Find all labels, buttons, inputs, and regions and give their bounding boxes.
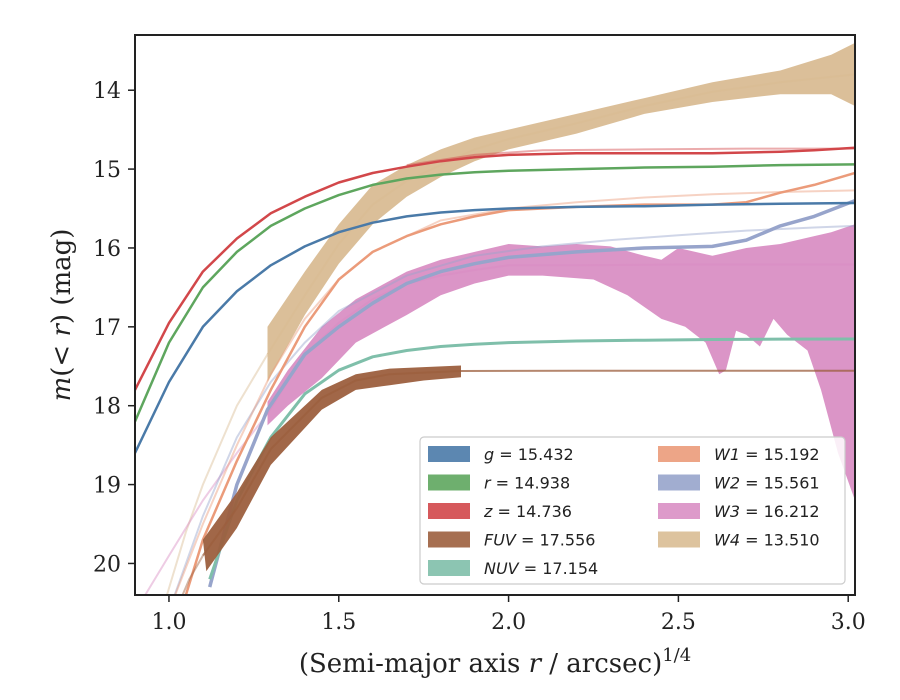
legend-label: z = 14.736 [483,502,572,521]
legend-item-w3: W3 = 16.212 [658,502,820,521]
legend-series-value: = 13.510 [740,531,820,550]
x-axis-label-main: (Semi-major axis [299,649,529,679]
legend-item-g: g = 15.432 [428,445,574,464]
series-w4-faint-line [165,353,269,595]
legend-item-fuv: FUV = 17.556 [428,531,595,550]
y-axis-label-inner: (< [47,337,77,377]
x-tick-label: 1.0 [151,610,186,635]
legend-item-w1: W1 = 15.192 [658,445,820,464]
legend-swatch [428,560,470,576]
legend-series-value: = 15.192 [740,445,820,464]
legend-series-value: = 17.154 [519,559,599,578]
series-fuv [181,365,855,595]
legend-series-name: W2 [714,474,740,493]
series-g-line [135,201,855,454]
legend-series-name: W1 [714,445,740,464]
legend-series-name: g [484,445,494,464]
series-w4-line [266,73,855,355]
series-nuv-line [208,337,855,580]
legend-box [419,436,846,585]
legend-series-value: = 17.556 [516,531,596,550]
series-w1-line [184,171,855,595]
legend-series-value: = 15.561 [740,474,820,493]
y-tick-label: 16 [93,237,121,262]
legend-series-value: = 14.736 [492,502,572,521]
legend-series-value: = 16.212 [740,502,820,521]
x-tick-label: 3.0 [831,610,866,635]
series-w4-band [267,42,855,383]
legend-label: NUV = 17.154 [484,559,598,578]
series-fuv-band [202,365,461,572]
y-tick-label: 18 [93,395,121,420]
y-tick-label: 14 [93,79,121,104]
legend-item-z: z = 14.736 [428,502,572,521]
x-tick-label: 2.0 [491,610,526,635]
y-axis-label-close: ) (mag) [47,229,77,325]
x-axis-label-variable: r [529,649,543,679]
legend-series-name: W3 [714,502,740,521]
y-axis-ticks: 14 15 16 17 18 19 20 [93,79,135,577]
series-g [135,201,855,454]
series-w2-line [208,198,855,588]
series-z-faint-line [406,147,855,167]
legend-label: W4 = 13.510 [714,531,820,550]
x-tick-label: 1.5 [321,610,356,635]
legend-series-name: z [483,502,493,521]
legend-item-w4: W4 = 13.510 [658,531,820,550]
legend-swatch [658,446,700,462]
legend-swatch [658,531,700,548]
legend-label: FUV = 17.556 [484,531,595,550]
legend-label: r = 14.938 [484,474,570,493]
series-z [135,146,855,391]
series-w4 [165,42,855,595]
series-layer [135,42,855,595]
legend-series-name: W4 [714,531,740,550]
y-tick-label: 19 [93,474,121,499]
y-axis-label: m(< r) (mag) [47,229,77,402]
legend-series-name: FUV [484,531,517,550]
legend-label: W1 = 15.192 [714,445,820,464]
legend-label: W2 = 15.561 [714,474,820,493]
legend-series-name: r [484,474,492,493]
series-r [135,163,855,422]
legend-label: W3 = 16.212 [714,502,820,521]
legend-series-value: = 15.432 [494,445,574,464]
legend-swatch [428,474,470,491]
y-axis-label-m: m [47,377,77,402]
series-w3-line [266,263,855,415]
plot-frame [134,34,856,596]
series-fuv-faint-line [181,555,204,595]
y-tick-label: 15 [93,158,121,183]
series-r-line [135,163,855,422]
legend-series-name: NUV [484,559,520,578]
series-z-line [135,146,855,391]
legend-swatch [428,446,470,462]
x-axis-label: (Semi-major axis r / arcsec)1/4 [299,645,691,679]
series-fuv-line [202,369,855,557]
legend-item-nuv: NUV = 17.154 [428,559,598,578]
legend-series-value: = 14.938 [491,474,571,493]
series-nuv [208,337,855,580]
x-tick-label: 2.5 [661,610,696,635]
legend-swatch [658,474,700,491]
legend-swatch [428,503,470,519]
legend-item-r: r = 14.938 [428,474,570,493]
series-w3-band [267,224,855,501]
y-tick-label: 17 [93,316,121,341]
x-axis-ticks: 1.0 1.5 2.0 2.5 3.0 [151,595,866,635]
legend-swatch [658,503,700,519]
y-tick-label: 20 [93,552,121,577]
series-w2-faint-line [173,224,855,595]
series-w1 [174,171,855,595]
legend-label: g = 15.432 [484,445,574,464]
x-axis-label-unit: / arcsec) [541,649,662,679]
series-w2 [173,198,855,595]
y-axis-label-r: r [47,323,77,337]
legend-swatch [428,531,470,548]
x-axis-label-exponent: 1/4 [662,645,691,666]
legend-item-w2: W2 = 15.561 [658,474,820,493]
